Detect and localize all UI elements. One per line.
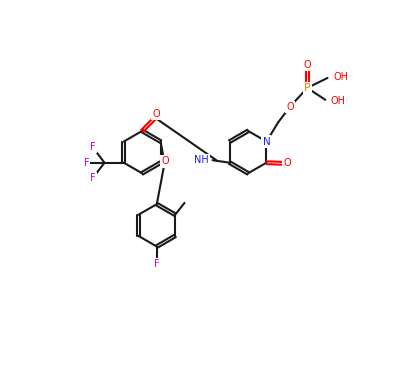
Text: O: O xyxy=(152,109,159,119)
Text: P: P xyxy=(303,83,310,93)
Text: O: O xyxy=(303,60,310,70)
Text: F: F xyxy=(83,158,89,168)
Text: NH: NH xyxy=(194,155,209,165)
Text: N: N xyxy=(262,137,269,146)
Text: O: O xyxy=(286,102,293,112)
Text: F: F xyxy=(90,142,95,152)
Text: OH: OH xyxy=(332,72,347,82)
Text: F: F xyxy=(90,173,95,183)
Text: O: O xyxy=(161,156,168,167)
Text: OH: OH xyxy=(330,96,345,106)
Text: O: O xyxy=(283,158,290,168)
Text: F: F xyxy=(154,259,159,269)
